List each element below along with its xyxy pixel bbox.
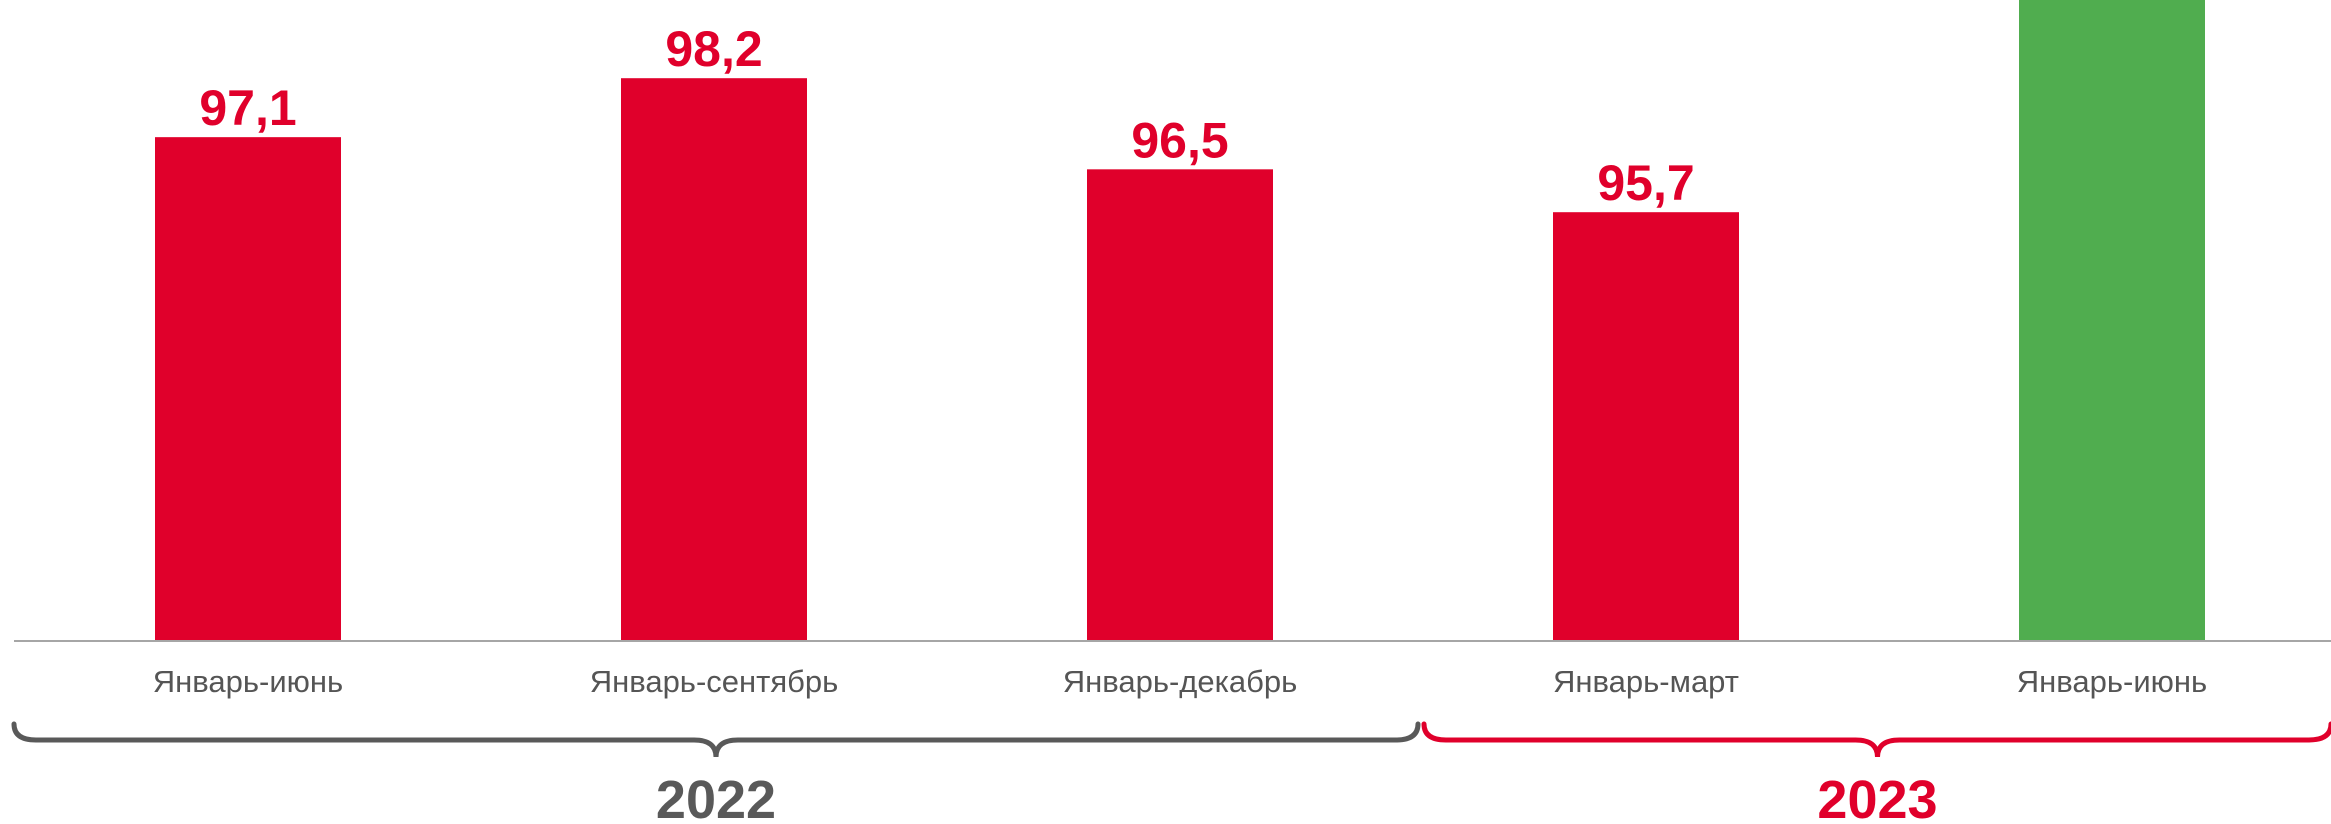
brace-2023 — [1421, 721, 2331, 758]
value-labels: 97,198,296,595,7102,8 — [199, 21, 1694, 211]
category-label-5: Январь-июнь — [2017, 664, 2207, 699]
year-label-2023: 2023 — [1817, 770, 1937, 824]
value-label-1: 97,1 — [199, 80, 296, 136]
bars — [155, 0, 2205, 641]
category-label-2: Январь-сентябрь — [590, 664, 839, 699]
category-label-1: Январь-июнь — [153, 664, 343, 699]
value-label-3: 96,5 — [1131, 112, 1228, 168]
value-label-4: 95,7 — [1597, 155, 1694, 211]
value-label-2: 98,2 — [665, 21, 762, 77]
bar-3 — [1087, 169, 1273, 641]
bar-2 — [621, 78, 807, 641]
bar-5 — [2019, 0, 2205, 641]
year-label-2022: 2022 — [656, 770, 776, 824]
category-labels: Январь-июнь Январь-сентябрь Январь-декабрь… — [153, 664, 2207, 699]
category-label-3: Январь-декабрь — [1063, 664, 1298, 699]
year-groups: 2022 2023 — [11, 721, 2331, 824]
bar-1 — [155, 137, 341, 641]
category-label-4: Январь-март — [1553, 664, 1739, 699]
bar-4 — [1553, 212, 1739, 641]
brace-2022 — [11, 721, 1421, 758]
